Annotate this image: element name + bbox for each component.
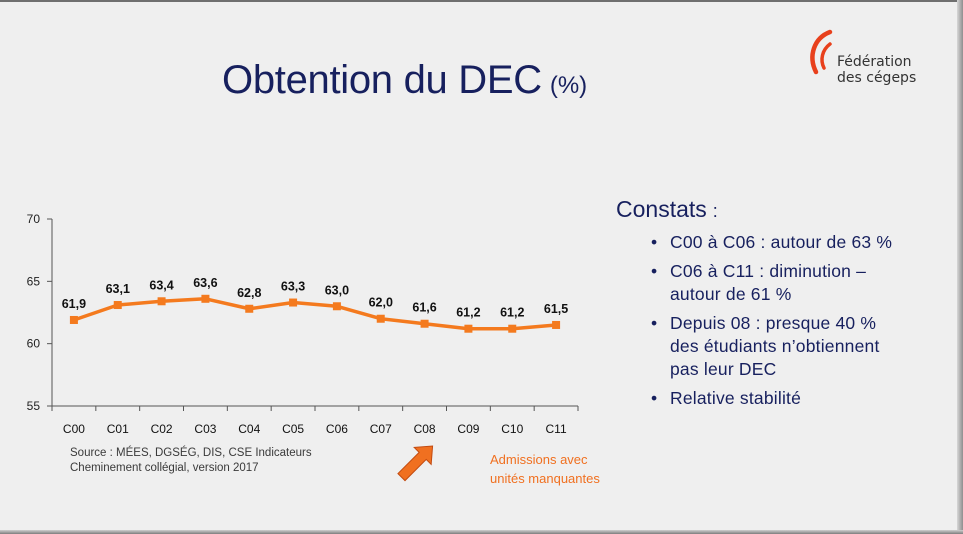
bullet-line: autour de 61 % xyxy=(670,284,792,304)
logo-text: Fédération des cégeps xyxy=(837,54,916,86)
bullet-icon: • xyxy=(651,232,658,252)
bullet-line: C00 à C06 : autour de 63 % xyxy=(670,232,893,252)
constats-heading: Constats: xyxy=(616,196,956,223)
bullet-icon: • xyxy=(651,313,658,333)
source-note: Source : MÉES, DGSÉG, DIS, CSE Indicateu… xyxy=(70,446,312,476)
constats-heading-text: Constats xyxy=(616,196,707,222)
annotation-text: Admissions avec unités manquantes xyxy=(490,450,600,488)
annotation-line-2: unités manquantes xyxy=(490,471,600,486)
constats-panel: Constats: • C00 à C06 : autour de 63 % •… xyxy=(616,196,956,416)
bullet-icon: • xyxy=(651,388,658,408)
list-item: • C06 à C11 : diminution – autour de 61 … xyxy=(616,260,956,306)
bullet-line: pas leur DEC xyxy=(670,359,777,379)
annotation-line-1: Admissions avec xyxy=(490,452,588,467)
list-item: • Relative stabilité xyxy=(616,387,956,410)
list-item: • Depuis 08 : presque 40 % des étudiants… xyxy=(616,312,956,381)
constats-list: • C00 à C06 : autour de 63 % • C06 à C11… xyxy=(616,231,956,410)
title-unit: (%) xyxy=(549,72,588,99)
slide-title: Obtention du DEC (%) xyxy=(222,58,642,103)
bullet-line: Depuis 08 : presque 40 % xyxy=(670,313,877,333)
bullet-line: Relative stabilité xyxy=(670,388,802,408)
list-item: • C00 à C06 : autour de 63 % xyxy=(616,231,956,254)
logo-line-1: Fédération xyxy=(837,54,912,70)
logo-line-2: des cégeps xyxy=(837,70,917,86)
source-line-2: Cheminement collégial, version 2017 xyxy=(70,462,259,474)
bullet-line: C06 à C11 : diminution – xyxy=(670,261,867,281)
bullet-line: des étudiants n’obtiennent xyxy=(670,336,880,356)
bullet-icon: • xyxy=(651,261,658,281)
title-text: Obtention du DEC xyxy=(222,58,542,102)
federation-logo-icon xyxy=(810,29,833,75)
bottom-edge-shadow xyxy=(0,530,963,534)
right-edge-shadow xyxy=(957,0,963,534)
source-line-1: Source : MÉES, DGSÉG, DIS, CSE Indicateu… xyxy=(70,447,312,459)
constats-heading-colon: : xyxy=(712,201,718,221)
